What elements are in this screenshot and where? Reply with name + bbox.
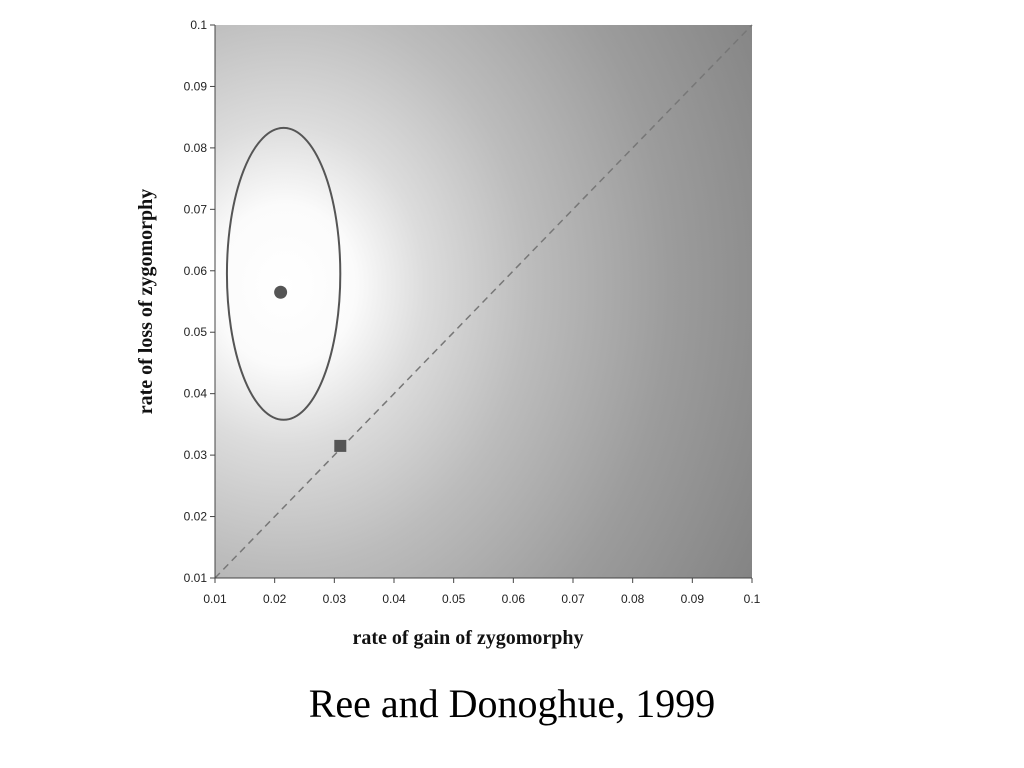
y-tick-label: 0.1 <box>190 18 207 32</box>
x-tick-label: 0.09 <box>681 592 705 606</box>
x-tick-label: 0.03 <box>323 592 347 606</box>
x-tick-label: 0.01 <box>203 592 227 606</box>
y-tick-label: 0.03 <box>184 448 208 462</box>
confidence-contour <box>225 126 342 421</box>
y-tick-label: 0.08 <box>184 141 208 155</box>
y-tick-label: 0.02 <box>184 510 208 524</box>
maximum-likelihood-point <box>274 285 288 299</box>
x-tick-label: 0.05 <box>442 592 466 606</box>
equal-rates-square-point <box>334 439 347 452</box>
y-axis-title: rate of loss of zygomorphy <box>135 189 157 415</box>
x-tick-label: 0.02 <box>263 592 287 606</box>
x-axis-title: rate of gain of zygomorphy <box>352 627 583 649</box>
x-tick-label: 0.04 <box>382 592 406 606</box>
y-tick-label: 0.01 <box>184 571 208 585</box>
x-tick-label: 0.08 <box>621 592 645 606</box>
citation-caption: Ree and Donoghue, 1999 <box>308 681 716 726</box>
equal-rates-dashed-line <box>214 24 753 579</box>
y-tick-label: 0.09 <box>184 79 208 93</box>
y-tick-label: 0.06 <box>184 264 208 278</box>
y-tick-label: 0.07 <box>184 202 208 216</box>
x-tick-label: 0.1 <box>744 592 761 606</box>
y-tick-label: 0.05 <box>184 325 208 339</box>
x-tick-label: 0.06 <box>502 592 526 606</box>
likelihood-surface-chart: 0.01 0.02 0.03 0.04 0.05 0.06 0.07 0.08 0.09 0.1 0… <box>135 18 761 649</box>
y-tick-label: 0.04 <box>184 387 208 401</box>
x-tick-label: 0.07 <box>561 592 585 606</box>
